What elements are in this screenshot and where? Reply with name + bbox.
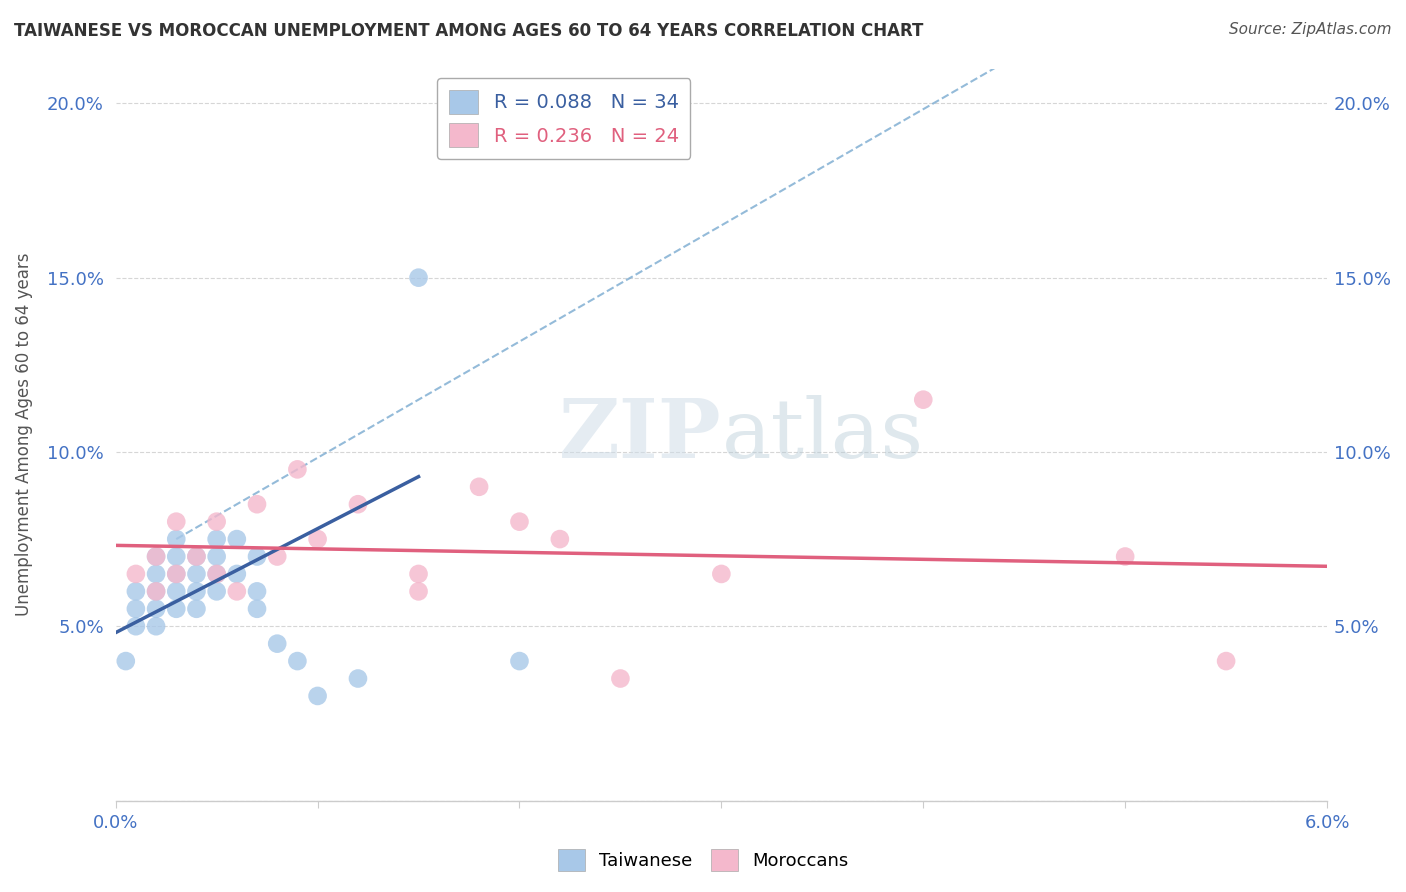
Point (145, 566, 167, 581)
Point (246, 584, 269, 599)
Legend: Taiwanese, Moroccans: Taiwanese, Moroccans (551, 842, 855, 879)
Point (205, 515, 228, 529)
Point (508, 515, 530, 529)
Point (307, 689, 329, 703)
Point (145, 549, 167, 564)
Point (205, 566, 228, 581)
Point (165, 602, 187, 616)
Point (165, 549, 187, 564)
Point (205, 532, 228, 546)
Point (347, 672, 370, 686)
Legend: R = 0.088   N = 34, R = 0.236   N = 24: R = 0.088 N = 34, R = 0.236 N = 24 (437, 78, 690, 159)
Point (186, 602, 208, 616)
Point (125, 602, 148, 616)
Point (287, 462, 309, 476)
Point (266, 549, 288, 564)
Point (125, 619, 148, 633)
Point (145, 619, 167, 633)
Point (205, 549, 228, 564)
Point (347, 497, 370, 511)
Point (408, 584, 430, 599)
Point (307, 532, 329, 546)
Point (408, 566, 430, 581)
Point (408, 270, 430, 285)
Point (186, 584, 208, 599)
Point (165, 515, 187, 529)
Point (165, 566, 187, 581)
Point (912, 392, 935, 407)
Point (225, 532, 247, 546)
Point (186, 566, 208, 581)
Text: atlas: atlas (721, 394, 924, 475)
Point (225, 566, 247, 581)
Y-axis label: Unemployment Among Ages 60 to 64 years: Unemployment Among Ages 60 to 64 years (15, 252, 32, 616)
Point (145, 549, 167, 564)
Point (125, 584, 148, 599)
Point (246, 549, 269, 564)
Point (548, 96, 571, 111)
Point (508, 654, 530, 668)
Point (246, 497, 269, 511)
Point (165, 566, 187, 581)
Point (468, 480, 491, 494)
Point (266, 637, 288, 651)
Point (287, 654, 309, 668)
Point (125, 566, 148, 581)
Point (165, 532, 187, 546)
Point (205, 566, 228, 581)
Text: TAIWANESE VS MOROCCAN UNEMPLOYMENT AMONG AGES 60 TO 64 YEARS CORRELATION CHART: TAIWANESE VS MOROCCAN UNEMPLOYMENT AMONG… (14, 22, 924, 40)
Text: Source: ZipAtlas.com: Source: ZipAtlas.com (1229, 22, 1392, 37)
Point (186, 549, 208, 564)
Point (145, 602, 167, 616)
Point (225, 584, 247, 599)
Text: ZIP: ZIP (558, 394, 721, 475)
Point (609, 672, 631, 686)
Point (548, 532, 571, 546)
Point (186, 549, 208, 564)
Point (1114, 549, 1136, 564)
Point (246, 602, 269, 616)
Point (114, 654, 136, 668)
Point (145, 584, 167, 599)
Point (710, 566, 733, 581)
Point (1215, 654, 1237, 668)
Point (145, 584, 167, 599)
Point (205, 584, 228, 599)
Point (165, 584, 187, 599)
